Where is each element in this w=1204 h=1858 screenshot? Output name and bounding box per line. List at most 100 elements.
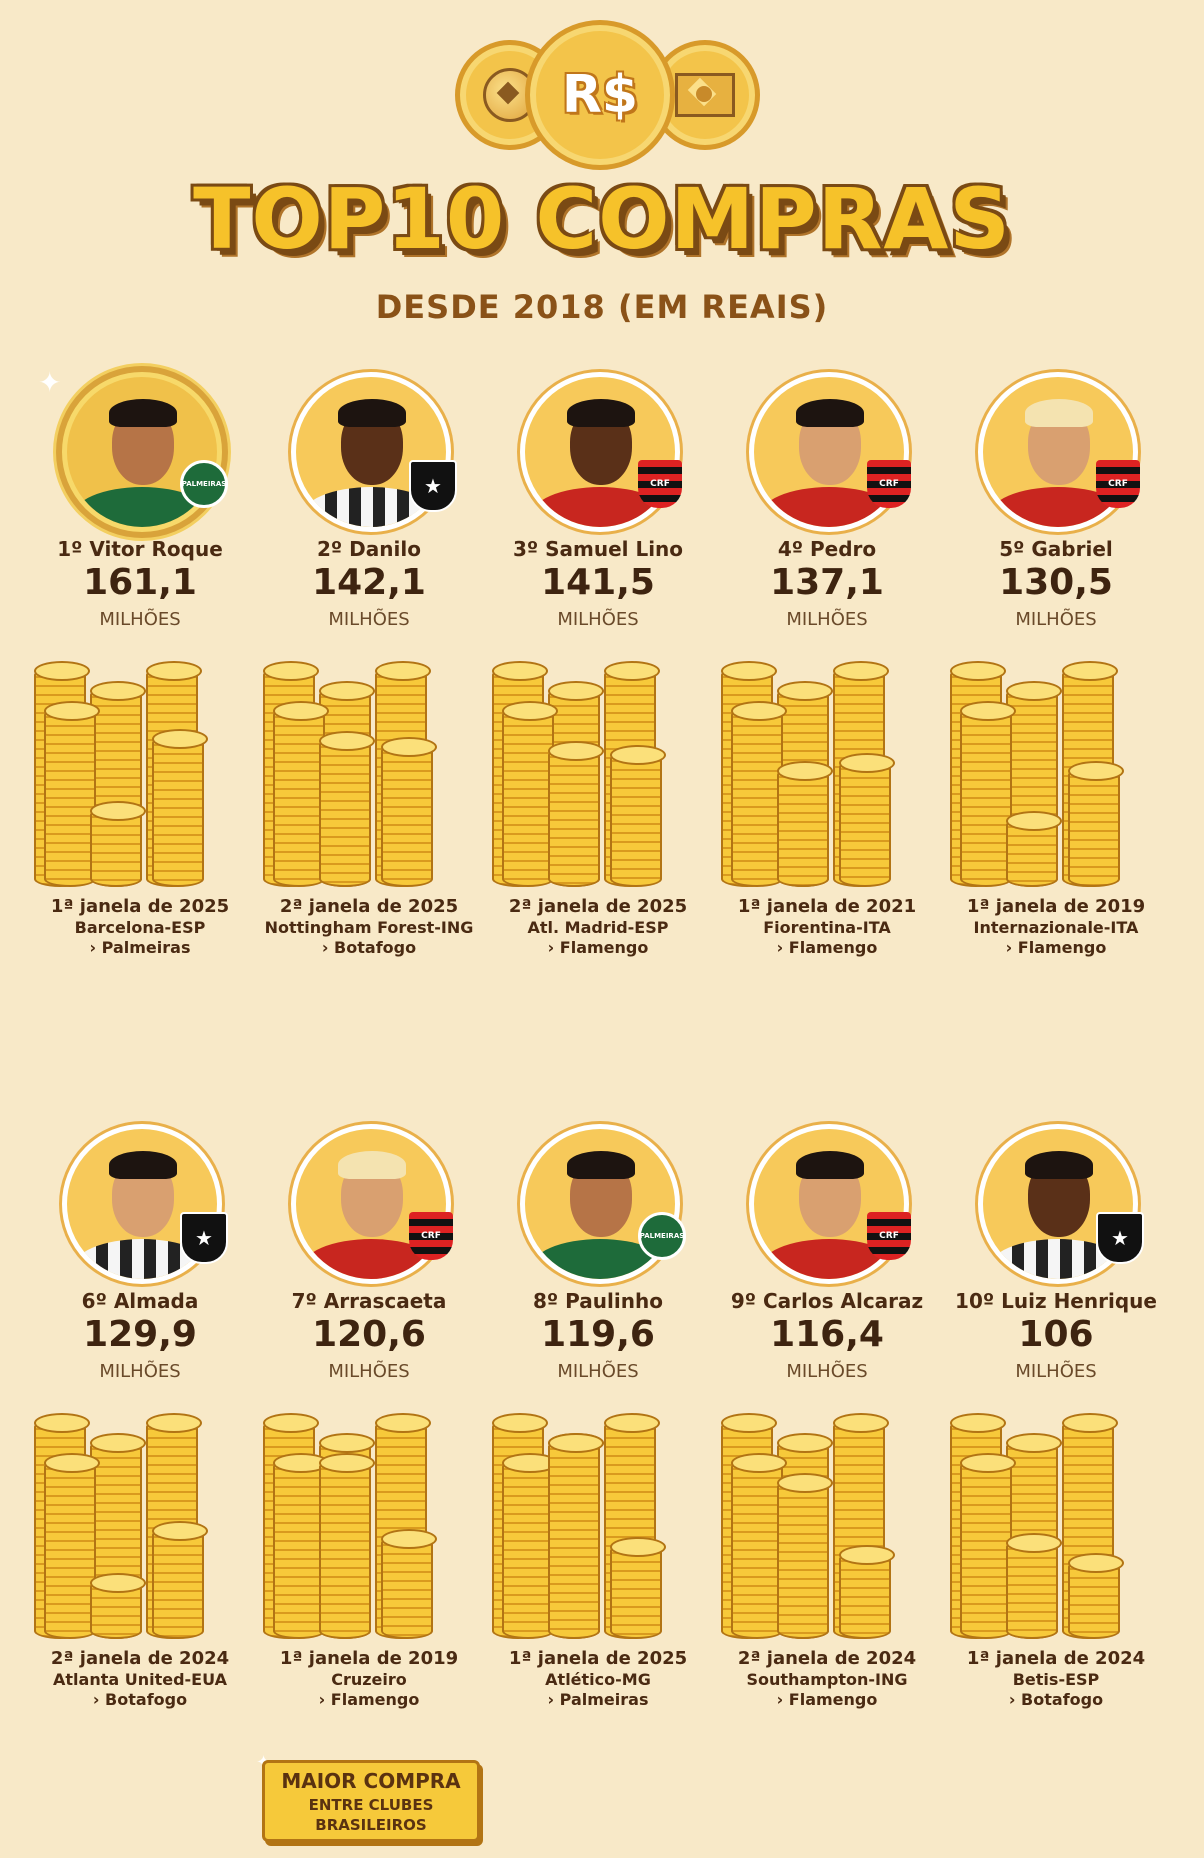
coin-stacks [946, 647, 1166, 887]
header: R$ TOP10 COMPRAS DESDE 2018 (EM REAIS) [0, 0, 1204, 340]
coin-stacks [946, 1399, 1166, 1639]
transfer-value: 119,6 [541, 1314, 655, 1355]
coin-stacks [717, 1399, 937, 1639]
coin-stack-icon [777, 1473, 833, 1639]
note-line-3: BRASILEIROS [315, 1816, 427, 1834]
coin-symbol: R$ [561, 65, 639, 125]
coin-stack-icon [502, 701, 558, 887]
origin-club: Barcelona-ESP [74, 918, 206, 937]
transfer-window: 1ª janela de 2025 [508, 1648, 688, 1669]
destination-club: › Botafogo [92, 1690, 188, 1709]
player-avatar [520, 1124, 680, 1284]
palmeiras-badge-icon: PALMEIRAS [180, 460, 228, 508]
player-name: 1º Vitor Roque [57, 537, 223, 561]
origin-club: Betis-ESP [1012, 1670, 1100, 1689]
coin-stack-icon [44, 701, 100, 887]
coin-stack-icon [839, 753, 895, 887]
transfer-value: 106 [1018, 1314, 1094, 1355]
player-name: 10º Luiz Henrique [955, 1289, 1157, 1313]
transfer-value: 142,1 [312, 562, 426, 603]
coin-stacks [717, 647, 937, 887]
coin-stack-icon [273, 1453, 329, 1639]
coin-stack-icon [1006, 811, 1062, 887]
origin-club: Atl. Madrid-ESP [527, 918, 669, 937]
value-unit: MILHÕES [557, 1361, 639, 1382]
botafogo-badge-icon: ★ [180, 1212, 228, 1264]
coin-stack-icon [548, 1433, 604, 1639]
transfer-window: 2ª janela de 2025 [279, 896, 459, 917]
coin-stack-icon [960, 701, 1016, 887]
transfer-window: 2ª janela de 2025 [508, 896, 688, 917]
value-unit: MILHÕES [328, 609, 410, 630]
coin-stack-icon [502, 1453, 558, 1639]
transfer-value: 137,1 [770, 562, 884, 603]
value-unit: MILHÕES [99, 609, 181, 630]
coin-stack-icon [1068, 1553, 1124, 1639]
coin-stacks [259, 1399, 479, 1639]
coin-stack-icon [381, 737, 437, 887]
coin-stacks [488, 647, 708, 887]
player-avatar [749, 372, 909, 532]
coin-stack-icon [44, 1453, 100, 1639]
coin-stack-icon [610, 745, 666, 887]
value-unit: MILHÕES [328, 1361, 410, 1382]
palmeiras-badge-icon: PALMEIRAS [638, 1212, 686, 1260]
origin-club: Atlético-MG [545, 1670, 651, 1689]
player-name: 8º Paulinho [533, 1289, 663, 1313]
botafogo-badge-icon: ★ [1096, 1212, 1144, 1264]
coin-stack-icon [610, 1537, 666, 1639]
transfer-window: 2ª janela de 2024 [737, 1648, 917, 1669]
destination-club: › Palmeiras [89, 938, 191, 957]
biggest-purchase-note: MAIOR COMPRA ENTRE CLUBES BRASILEIROS [262, 1760, 480, 1842]
destination-club: › Flamengo [1005, 938, 1107, 957]
player-name: 9º Carlos Alcaraz [730, 1289, 924, 1313]
sparkle-icon: ✦ [38, 366, 62, 399]
transfer-value: 130,5 [999, 562, 1113, 603]
coin-stack-icon [1068, 761, 1124, 887]
player-name: 6º Almada [81, 1289, 199, 1313]
coin-stacks [259, 647, 479, 887]
coin-stack-icon [960, 1453, 1016, 1639]
destination-club: › Flamengo [318, 1690, 420, 1709]
player-avatar [520, 372, 680, 532]
player-name: 7º Arrascaeta [291, 1289, 447, 1313]
player-avatar [62, 1124, 222, 1284]
real-coin-icon: R$ [525, 20, 675, 170]
coin-stack-icon [90, 1573, 146, 1639]
page-title: TOP10 COMPRAS [193, 170, 1011, 268]
page-subtitle: DESDE 2018 (EM REAIS) [375, 288, 829, 326]
coin-stack-icon [319, 731, 375, 887]
player-avatar [749, 1124, 909, 1284]
origin-club: Fiorentina-ITA [763, 918, 891, 937]
transfer-value: 161,1 [83, 562, 197, 603]
player-name: 2º Danilo [317, 537, 421, 561]
transfer-window: 2ª janela de 2024 [50, 1648, 230, 1669]
destination-club: › Botafogo [321, 938, 417, 957]
coin-stack-icon [152, 1521, 208, 1639]
note-line-2: ENTRE CLUBES [308, 1796, 434, 1814]
flamengo-badge-icon: CRF [1096, 460, 1140, 508]
coin-stack-icon [777, 761, 833, 887]
coin-stack-icon [381, 1529, 437, 1639]
coin-stacks [488, 1399, 708, 1639]
value-unit: MILHÕES [1015, 609, 1097, 630]
transfer-value: 141,5 [541, 562, 655, 603]
coin-stack-icon [548, 741, 604, 887]
flamengo-badge-icon: CRF [867, 460, 911, 508]
origin-club: Cruzeiro [331, 1670, 407, 1689]
origin-club: Nottingham Forest-ING [264, 918, 474, 937]
flamengo-badge-icon: CRF [409, 1212, 453, 1260]
transfer-window: 1ª janela de 2021 [737, 896, 917, 917]
coin-stack-icon [731, 1453, 787, 1639]
coin-stacks [30, 1399, 250, 1639]
player-name: 5º Gabriel [999, 537, 1113, 561]
transfer-window: 1ª janela de 2024 [966, 1648, 1146, 1669]
transfer-value: 120,6 [312, 1314, 426, 1355]
coin-stack-icon [839, 1545, 895, 1639]
player-name: 3º Samuel Lino [512, 537, 684, 561]
coin-stack-icon [152, 729, 208, 887]
origin-club: Internazionale-ITA [973, 918, 1139, 937]
origin-club: Atlanta United-EUA [53, 1670, 227, 1689]
destination-club: › Flamengo [547, 938, 649, 957]
value-unit: MILHÕES [786, 609, 868, 630]
